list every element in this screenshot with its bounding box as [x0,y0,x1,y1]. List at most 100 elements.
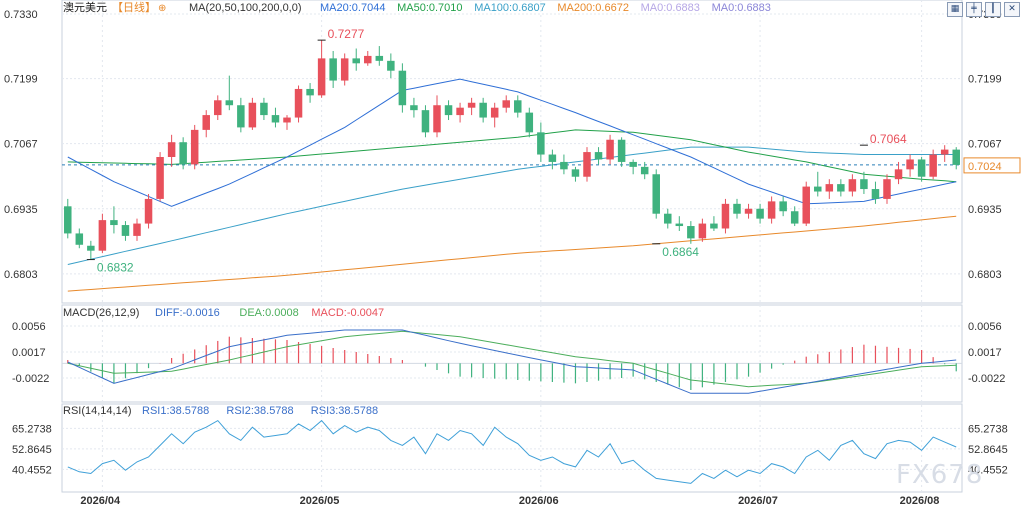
candle-type-icon[interactable]: ╪ [966,2,982,17]
price-tick-label-right: 0.6803 [968,269,1002,281]
rsi-tick-label-right: 40.4552 [968,464,1008,476]
macd-tick-label-right: 0.0017 [968,347,1002,359]
candle-body [848,179,857,192]
candle-body [825,184,834,192]
price-tick-label-left: 0.6803 [4,269,38,281]
candle-body [340,58,349,81]
candle-body [744,208,753,214]
extreme-price-label: 0.6832 [97,261,134,275]
crosshair-icon[interactable]: ▦ [947,2,963,17]
candle-body [894,169,903,180]
candle-body [352,58,360,64]
watermark-logo: FX678 [896,460,984,490]
x-tick-label: 2026/08 [900,495,940,507]
candle-body [733,203,741,214]
rsi-line [67,419,957,484]
ma-indicator-label[interactable]: MA(20,50,100,200,0,0) [189,2,302,14]
candle-body [721,203,730,229]
ma20-line [67,78,957,207]
candle-body [814,186,822,192]
ma-value-label: MA0:0.6883 [712,2,771,14]
candle-body [121,225,130,236]
candle-body [929,154,937,177]
candle-body [779,201,787,212]
candle-body [664,213,672,224]
macd-diff-line [67,329,957,394]
candle-body [444,105,453,116]
price-tick-label-right: 0.7199 [968,74,1002,86]
x-tick-label: 2026/07 [738,495,778,507]
price-tick-label-left: 0.7199 [4,74,38,86]
price-tick-label-right: 0.6935 [968,204,1002,216]
candle-body [248,102,257,128]
macd-tick-label-right: -0.0022 [968,373,1005,385]
price-tick-label-left: 0.6935 [4,204,38,216]
candle-body [871,189,880,199]
close-icon[interactable]: ✕ [1004,2,1020,17]
rsi-panel [67,419,957,484]
current-price-tag [963,157,1021,174]
extreme-price-label: 0.7277 [328,27,365,41]
candle-body [98,220,107,251]
candle-body [802,186,810,224]
candle-body [514,100,522,113]
axes: 0.73300.73300.71990.71990.70670.70670.69… [4,9,1008,507]
macd-panel-border [61,304,963,403]
grid-lines [61,0,963,493]
macd-tick-label-left: -0.0022 [12,373,49,385]
candle-body [433,105,441,133]
price-tick-label-right: 0.7067 [968,139,1002,151]
ma-value-label: MA20:0.7044 [320,2,385,14]
rsi-tick-label-left: 40.4552 [12,464,52,476]
macd-tick-label-left: 0.0017 [12,347,46,359]
x-tick-label: 2026/05 [300,495,340,507]
ma50-line [67,129,957,183]
rsi-value-label: RSI3:38.5788 [311,405,378,417]
bar-type-icon[interactable]: ┃ [985,2,1001,17]
candle-body [837,184,845,192]
macd-label[interactable]: MACD(26,12,9) [63,307,139,319]
candle-body [594,152,603,160]
macd-value-label: MACD:-0.0047 [311,307,384,319]
candle-body [606,139,614,160]
candle-body [940,149,949,155]
candle-body [571,169,580,177]
candle-body [617,139,626,162]
candle-body [767,201,776,219]
candle-body [75,233,84,245]
extreme-price-label: 0.7064 [870,132,907,146]
x-tick-label: 2026/04 [80,495,121,507]
candle-body [225,100,234,106]
rsi-label[interactable]: RSI(14,14,14) [63,405,131,417]
symbol-title: 澳元美元 [63,1,107,14]
candle-body [190,129,199,165]
ma100-line [67,146,957,265]
macd-value-label: DEA:0.0008 [239,307,298,319]
ma-value-label: MA200:0.6672 [557,2,629,14]
price-tick-label-left: 0.7330 [4,9,38,21]
candle-body [133,223,141,236]
macd-panel [62,329,962,394]
candle-body [421,110,430,133]
x-tick-label: 2026/06 [519,495,559,507]
candle-body [410,105,418,111]
chart-toolbar: ▦ ╪ ┃ ✕ [947,2,1020,17]
period-label[interactable]: 【日线】 [112,0,156,14]
candle-body [375,55,384,61]
candle-body [260,102,268,116]
candle-body [110,220,118,226]
rsi-panel-border [61,403,963,493]
candle-body [537,132,545,155]
candle-body [652,174,660,214]
chart-labels: 澳元美元 【日线】 ⊕ MA(20,50,100,200,0,0) MACD(2… [63,0,771,417]
settings-icon[interactable]: ⊕ [158,3,166,14]
candle-body [502,100,510,108]
ma-value-label: MA0:0.6883 [641,2,700,14]
candle-body [860,179,868,190]
candle-body [364,55,372,64]
candle-body [271,115,280,123]
candle-body [548,154,557,162]
candle-body [906,159,914,170]
